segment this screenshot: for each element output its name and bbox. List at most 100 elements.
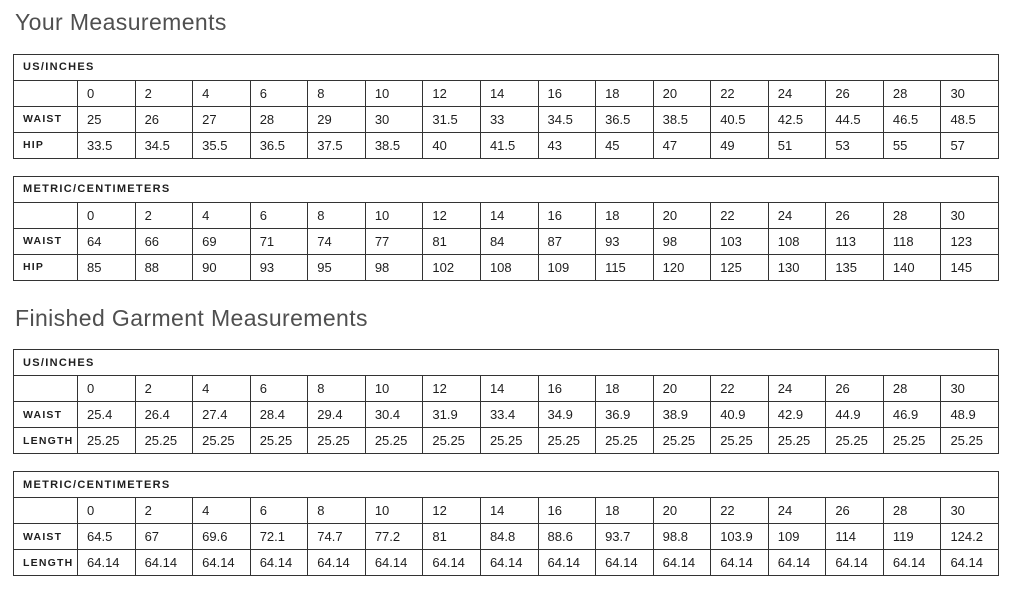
row-label-waist: WAIST: [13, 105, 78, 133]
value-cell: 74.7: [307, 523, 366, 551]
size-cell: 12: [422, 201, 481, 229]
row-label-waist: WAIST: [13, 401, 78, 429]
value-cell: 40.9: [710, 401, 769, 429]
value-cell: 64.14: [192, 549, 251, 577]
value-cell: 26: [134, 105, 194, 133]
waist-row: WAIST 64.5 67 69.6 72.1 74.7 77.2 81 84.8 88.6 93.…: [13, 523, 999, 551]
value-cell: 37.5: [307, 131, 366, 159]
value-cell: 64.14: [595, 549, 654, 577]
value-cell: 64.14: [307, 549, 366, 577]
value-cell: 25: [77, 105, 136, 133]
row-label-length: LENGTH: [13, 549, 78, 577]
value-cell: 43: [537, 131, 597, 159]
your-measurements-us-inches-table: US/INCHES 0 2 4 6 8 10 12 14 16 18 20 22 24 26 28 30 WAIS…: [13, 53, 999, 159]
value-cell: 84: [479, 227, 539, 255]
value-cell: 31.5: [422, 105, 481, 133]
section-finished-garment-measurements: Finished Garment Measurements US/INCHES 0…: [13, 305, 1000, 577]
value-cell: 26.4: [134, 401, 194, 429]
size-cell: 0: [77, 375, 136, 403]
size-cell: 26: [825, 201, 884, 229]
value-cell: 103.9: [710, 523, 769, 551]
finished-garment-metric-centimeters-table: METRIC/CENTIMETERS 0 2 4 6 8 10 12 14 16 18 20 22 24 2…: [13, 471, 999, 577]
size-cell: 28: [882, 497, 942, 525]
size-cell: 22: [710, 201, 769, 229]
size-cell: 30: [940, 201, 999, 229]
value-cell: 109: [537, 253, 597, 281]
value-cell: 108: [479, 253, 539, 281]
size-cell: 8: [307, 201, 366, 229]
waist-row: WAIST 25.4 26.4 27.4 28.4 29.4 30.4 31.9 33.4 34.…: [13, 401, 999, 429]
value-cell: 71: [249, 227, 309, 255]
size-cell: 4: [192, 201, 251, 229]
value-cell: 115: [595, 253, 654, 281]
value-cell: 25.25: [940, 427, 999, 455]
size-cell: 26: [825, 497, 884, 525]
size-cell: 8: [307, 497, 366, 525]
empty-corner-cell: [13, 201, 78, 229]
value-cell: 42.9: [767, 401, 827, 429]
value-cell: 114: [825, 523, 884, 551]
empty-corner-cell: [13, 497, 78, 525]
size-cell: 16: [537, 201, 597, 229]
value-cell: 34.9: [537, 401, 597, 429]
value-cell: 51: [767, 131, 827, 159]
value-cell: 48.9: [940, 401, 999, 429]
value-cell: 140: [882, 253, 942, 281]
value-cell: 45: [595, 131, 654, 159]
value-cell: 36.9: [595, 401, 654, 429]
size-cell: 18: [595, 201, 654, 229]
value-cell: 69.6: [192, 523, 251, 551]
size-cell: 20: [652, 497, 712, 525]
value-cell: 25.25: [77, 427, 136, 455]
unit-label: US/INCHES: [13, 53, 999, 81]
size-cell: 18: [595, 375, 654, 403]
value-cell: 85: [77, 253, 136, 281]
value-cell: 66: [134, 227, 194, 255]
row-label-hip: HIP: [13, 253, 78, 281]
row-label-waist: WAIST: [13, 227, 78, 255]
value-cell: 38.9: [652, 401, 712, 429]
size-cell: 24: [767, 79, 827, 107]
value-cell: 81: [422, 227, 481, 255]
value-cell: 30.4: [364, 401, 424, 429]
size-cell: 28: [882, 375, 942, 403]
value-cell: 102: [422, 253, 481, 281]
value-cell: 98.8: [652, 523, 712, 551]
value-cell: 98: [364, 253, 424, 281]
value-cell: 25.25: [422, 427, 481, 455]
size-cell: 2: [134, 79, 194, 107]
value-cell: 145: [940, 253, 999, 281]
value-cell: 103: [710, 227, 769, 255]
value-cell: 64.14: [710, 549, 769, 577]
value-cell: 88: [134, 253, 194, 281]
value-cell: 113: [825, 227, 884, 255]
size-cell: 14: [479, 375, 539, 403]
length-row: LENGTH 25.25 25.25 25.25 25.25 25.25 25.25 25.2…: [13, 427, 999, 455]
value-cell: 81: [422, 523, 481, 551]
waist-row: WAIST 64 66 69 71 74 77 81 84 87 93 98 103 108 113 118 1…: [13, 227, 999, 255]
value-cell: 64.14: [77, 549, 136, 577]
empty-corner-cell: [13, 79, 78, 107]
waist-row: WAIST 25 26 27 28 29 30 31.5 33 34.5 36.5 38.5 40.5 4…: [13, 105, 999, 133]
value-cell: 40.5: [710, 105, 769, 133]
value-cell: 25.25: [825, 427, 884, 455]
value-cell: 53: [825, 131, 884, 159]
size-cell: 30: [940, 497, 999, 525]
value-cell: 77: [364, 227, 424, 255]
value-cell: 125: [710, 253, 769, 281]
size-cell: 12: [422, 79, 481, 107]
size-cell: 24: [767, 375, 827, 403]
size-cell: 6: [249, 497, 309, 525]
size-cell: 26: [825, 375, 884, 403]
size-cell: 30: [940, 79, 999, 107]
value-cell: 30: [364, 105, 424, 133]
value-cell: 44.9: [825, 401, 884, 429]
value-cell: 48.5: [940, 105, 999, 133]
your-measurements-title: Your Measurements: [15, 9, 227, 35]
size-cell: 6: [249, 79, 309, 107]
value-cell: 33.4: [479, 401, 539, 429]
finished-garment-measurements-title: Finished Garment Measurements: [15, 304, 368, 331]
unit-label-row: METRIC/CENTIMETERS: [13, 471, 999, 499]
value-cell: 93.7: [595, 523, 654, 551]
